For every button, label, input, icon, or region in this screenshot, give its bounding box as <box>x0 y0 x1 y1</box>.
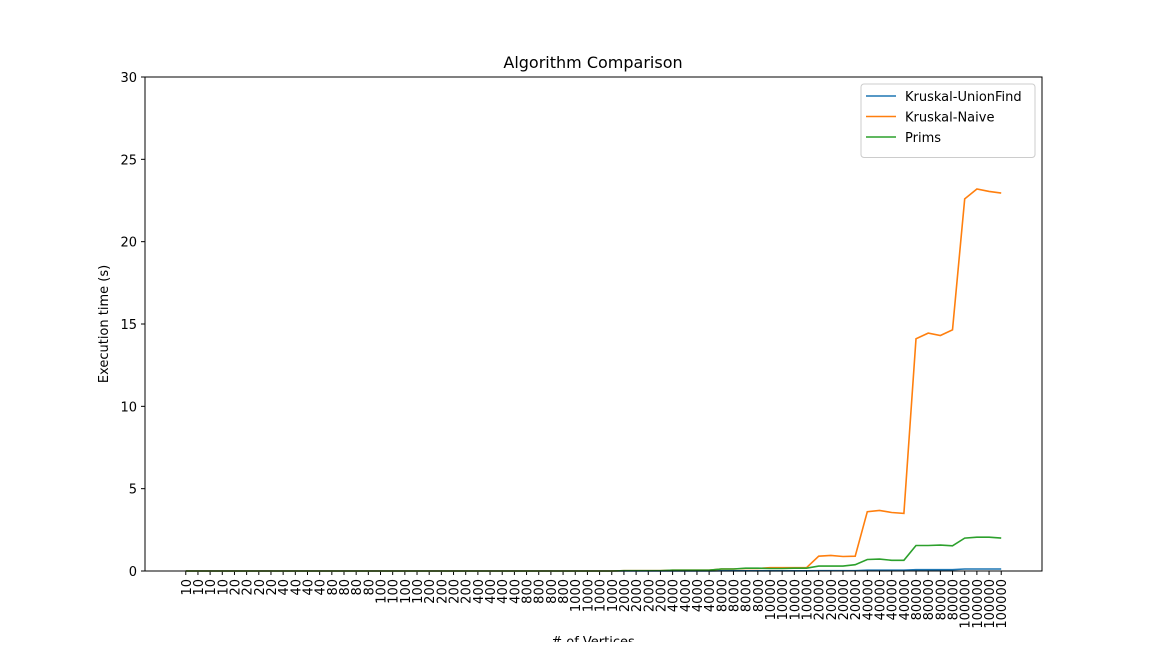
x-tick-label: 100 <box>375 579 390 604</box>
x-tick-label: 2000 <box>630 579 645 612</box>
x-tick-label: 10000 <box>800 579 815 620</box>
y-axis-label: Execution time (s) <box>97 265 112 383</box>
x-tick-label: 80000 <box>922 579 937 620</box>
x-tick-label: 40000 <box>898 579 913 620</box>
x-tick-label: 40 <box>277 579 292 596</box>
x-tick-label: 1000 <box>594 579 609 612</box>
y-tick-label: 5 <box>129 483 137 498</box>
x-tick-label: 200 <box>423 579 438 604</box>
x-tick-label: 20000 <box>813 579 828 620</box>
x-tick-label: 400 <box>496 579 511 604</box>
series-line <box>185 188 1002 572</box>
x-tick-label: 200 <box>448 579 463 604</box>
x-tick-label: 40000 <box>861 579 876 620</box>
legend-label: Kruskal-UnionFind <box>905 90 1022 105</box>
x-tick-label: 100000 <box>995 579 1010 629</box>
x-tick-label: 4000 <box>679 579 694 612</box>
x-tick-label: 100 <box>399 579 414 604</box>
x-tick-label: 80 <box>350 579 365 596</box>
x-tick-label: 800 <box>533 579 548 604</box>
x-tick-label: 40000 <box>874 579 889 620</box>
x-tick-label: 10000 <box>776 579 791 620</box>
x-tick-label: 2000 <box>618 579 633 612</box>
x-tick-label: 100000 <box>971 579 986 629</box>
x-tick-label: 20 <box>228 579 243 596</box>
x-tick-label: 20 <box>265 579 280 596</box>
x-tick-label: 4000 <box>691 579 706 612</box>
x-tick-label: 20000 <box>825 579 840 620</box>
x-tick-label: 20 <box>253 579 268 596</box>
chart-title: Algorithm Comparison <box>503 53 682 72</box>
y-tick-label: 15 <box>120 318 137 333</box>
x-tick-label: 40 <box>314 579 329 596</box>
y-tick-label: 30 <box>120 71 137 86</box>
x-tick-label: 100000 <box>959 579 974 629</box>
x-tick-label: 8000 <box>715 579 730 612</box>
legend: Kruskal-UnionFind Kruskal-Naive Prims <box>860 83 1036 158</box>
x-tick-label: 40 <box>289 579 304 596</box>
x-tick-label: 2000 <box>642 579 657 612</box>
x-tick-label: 100 <box>387 579 402 604</box>
x-tick-label: 200 <box>460 579 475 604</box>
x-tick-label: 800 <box>557 579 572 604</box>
x-tick-label: 10 <box>204 579 219 596</box>
series-line <box>185 536 1002 572</box>
x-tick-label: 20 <box>241 579 256 596</box>
x-tick-label: 80 <box>362 579 377 596</box>
x-tick-label: 8000 <box>727 579 742 612</box>
legend-label: Prims <box>905 131 941 146</box>
x-tick-label: 800 <box>521 579 536 604</box>
x-tick-label: 400 <box>484 579 499 604</box>
y-tick-label: 20 <box>120 236 137 251</box>
legend-box <box>860 83 1036 158</box>
x-tick-label: 10 <box>216 579 231 596</box>
x-tick-label: 10 <box>180 579 195 596</box>
x-tick-label: 2000 <box>654 579 669 612</box>
x-tick-label: 8000 <box>752 579 767 612</box>
x-tick-label: 100000 <box>983 579 998 629</box>
x-tick-label: 40000 <box>886 579 901 620</box>
x-tick-label: 1000 <box>606 579 621 612</box>
y-tick-label: 25 <box>120 153 137 168</box>
x-tick-label: 400 <box>508 579 523 604</box>
x-tick-label: 80000 <box>947 579 962 620</box>
x-tick-label: 4000 <box>703 579 718 612</box>
x-tick-label: 10000 <box>764 579 779 620</box>
x-tick-label: 10000 <box>788 579 803 620</box>
x-tick-label: 400 <box>472 579 487 604</box>
x-axis-label: # of Vertices <box>551 635 635 642</box>
x-tick-label: 4000 <box>667 579 682 612</box>
y-tick-label: 0 <box>129 565 137 580</box>
plot-frame <box>144 76 1043 572</box>
x-tick-label: 1000 <box>581 579 596 612</box>
x-tick-label: 8000 <box>740 579 755 612</box>
x-tick-label: 40 <box>301 579 316 596</box>
x-tick-label: 200 <box>435 579 450 604</box>
y-tick-label: 10 <box>120 400 137 415</box>
x-tick-label: 20000 <box>849 579 864 620</box>
x-tick-label: 20000 <box>837 579 852 620</box>
x-tick-label: 80 <box>338 579 353 596</box>
x-tick-label: 80 <box>326 579 341 596</box>
x-tick-label: 100 <box>411 579 426 604</box>
legend-label: Kruskal-Naive <box>905 111 994 126</box>
x-tick-label: 80000 <box>910 579 925 620</box>
x-tick-label: 800 <box>545 579 560 604</box>
x-tick-label: 80000 <box>934 579 949 620</box>
x-tick-label: 1000 <box>569 579 584 612</box>
x-tick-label: 10 <box>192 579 207 596</box>
